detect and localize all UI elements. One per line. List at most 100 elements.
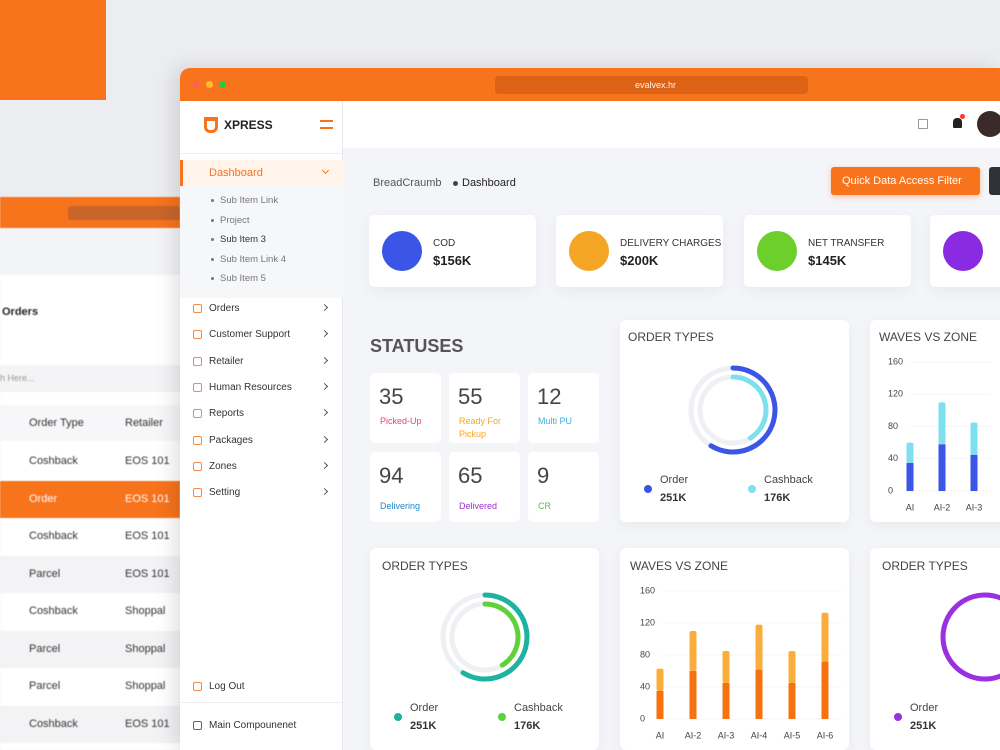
header-cell: Retailer: [125, 417, 163, 429]
y-tick-label: 40: [640, 681, 650, 691]
breadcrumb[interactable]: BreadCraumb: [373, 177, 442, 189]
donut-arc: [708, 365, 778, 455]
titlebar: evalvex.hr: [180, 68, 1000, 101]
filter-button[interactable]: Quick Data Access Filter: [831, 167, 980, 195]
chart-card: [870, 548, 1000, 750]
divider: [180, 702, 343, 703]
menu-icon: [193, 304, 202, 313]
submenu-item[interactable]: Sub Item Link: [220, 195, 279, 206]
bar-segment: [689, 671, 697, 719]
menu-icon: [193, 682, 202, 691]
cell: EOS 101: [125, 717, 170, 730]
legend-label: Order: [410, 702, 438, 714]
bullet: [211, 277, 214, 281]
cell: Parcel: [29, 642, 61, 655]
status-value: 55: [458, 384, 483, 409]
donut-arc: [482, 601, 521, 668]
fullscreen-icon[interactable]: [918, 119, 928, 129]
status-label: CR: [538, 501, 551, 511]
x-tick-label: AI-3: [966, 502, 983, 512]
bar-segment: [906, 462, 914, 491]
footer-item[interactable]: Log Out: [209, 681, 245, 692]
status-box: 12 Multi PU: [528, 373, 599, 443]
bar-segment: [656, 668, 664, 691]
menu-item[interactable]: Packages: [209, 434, 253, 446]
y-tick-label: 160: [888, 356, 903, 366]
legend-label: Order: [660, 474, 688, 486]
menu-item[interactable]: Zones: [209, 460, 237, 472]
cell: Shoppal: [125, 642, 166, 655]
submenu-item[interactable]: Sub Item Link 4: [220, 253, 287, 265]
menu-icon: [193, 721, 202, 730]
legend-dot: [644, 485, 652, 493]
submenu-item[interactable]: Sub Item 5: [220, 273, 266, 285]
submenu: [180, 186, 343, 298]
cell: Coshback: [29, 455, 78, 467]
bar-segment: [755, 669, 763, 719]
dark-button[interactable]: [989, 167, 1000, 195]
menu-icon: [193, 435, 202, 445]
bar-segment: [722, 651, 730, 683]
table-row[interactable]: Coshback EOS 101: [0, 443, 180, 481]
bar-segment: [938, 402, 946, 445]
status-value: 65: [458, 463, 483, 488]
bar-segment: [722, 683, 730, 719]
table-row[interactable]: Coshback EOS 101: [0, 518, 180, 556]
submenu-item[interactable]: Project: [220, 214, 250, 226]
legend-label: Order: [910, 702, 938, 714]
url: evalvex.hr: [635, 80, 677, 90]
stat-label: DELIVERY CHARGES: [620, 238, 722, 249]
brand: XPRESS: [224, 118, 273, 132]
status-box: 9 CR: [528, 452, 599, 522]
menu-item[interactable]: Human Resources: [209, 381, 292, 393]
bar-segment: [689, 631, 697, 671]
y-tick-label: 120: [640, 617, 655, 627]
table-row[interactable]: Parcel Shoppal: [0, 630, 180, 668]
legend-label: Cashback: [514, 702, 563, 714]
menu-icon: [193, 356, 202, 366]
stat-card: NET TRANSFER $145K: [744, 215, 911, 287]
back-url: [68, 206, 180, 220]
menu-item[interactable]: Customer Support: [209, 329, 291, 341]
bell-icon[interactable]: [953, 118, 962, 128]
table-row[interactable]: Parcel EOS 101: [0, 555, 180, 593]
table-row[interactable]: Coshback EOS 101: [0, 705, 180, 743]
chart-card: [870, 320, 1000, 522]
footer-item[interactable]: Main Compounenet: [209, 720, 297, 731]
x-tick-label: AI-2: [685, 730, 702, 740]
menu-active[interactable]: Dashboard: [180, 160, 343, 186]
status-label: Picked-Up: [380, 416, 422, 426]
statuses-title: STATUSES: [370, 336, 464, 356]
submenu-item[interactable]: Sub Item 3: [220, 234, 266, 246]
search-placeholder: h Here...: [0, 373, 35, 383]
status-label: Delivering: [380, 501, 421, 511]
topbar: [343, 101, 1000, 148]
menu-toggle[interactable]: [320, 120, 333, 129]
chart-title: WAVES VS ZONE: [630, 559, 728, 573]
menu-item[interactable]: Orders: [209, 303, 240, 314]
bullet: [211, 238, 214, 242]
stat-value: $145K: [808, 253, 847, 268]
menu-item[interactable]: Retailer: [209, 355, 244, 367]
table-row[interactable]: Parcel Shoppal: [0, 668, 180, 706]
x-tick-label: AI-3: [718, 730, 735, 740]
cell: Coshback: [29, 717, 78, 730]
legend-value: 251K: [910, 720, 936, 732]
table-row[interactable]: Coshback Shoppal: [0, 593, 180, 631]
menu-item[interactable]: Setting: [209, 487, 241, 499]
cell: Coshback: [29, 605, 78, 617]
menu-icon: [193, 330, 202, 340]
cell: Coshback: [29, 530, 78, 542]
url-bar[interactable]: evalvex.hr: [495, 76, 808, 94]
status-label: Multi PU: [538, 416, 573, 426]
orange-block: [0, 0, 106, 100]
avatar[interactable]: [977, 111, 1000, 137]
logo: [204, 117, 218, 133]
menu-item[interactable]: Reports: [209, 408, 245, 420]
menu-icon: [193, 488, 202, 498]
status-value: 35: [379, 384, 404, 409]
stat-icon: [382, 231, 422, 271]
bar-segment: [970, 454, 978, 491]
badge: [960, 114, 965, 119]
table-row[interactable]: Order EOS 101: [0, 480, 180, 518]
